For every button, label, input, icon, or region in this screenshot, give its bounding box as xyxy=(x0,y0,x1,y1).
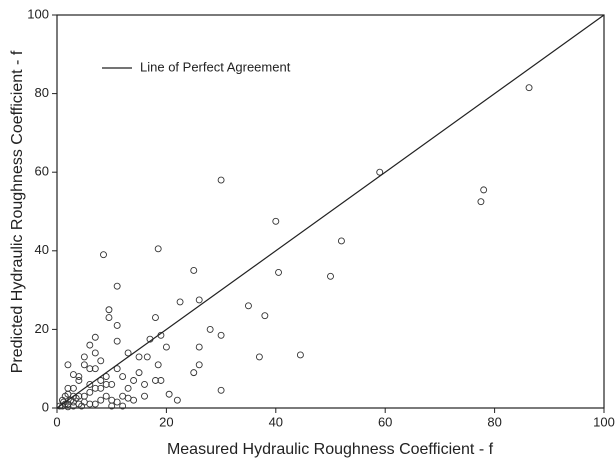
point xyxy=(91,365,99,373)
point xyxy=(525,84,533,92)
x-tick-label: 80 xyxy=(487,414,501,429)
point xyxy=(480,186,488,194)
point xyxy=(108,396,116,404)
point xyxy=(102,380,110,388)
point xyxy=(113,282,121,290)
point xyxy=(113,322,121,329)
x-tick-label: 40 xyxy=(269,414,283,429)
point xyxy=(157,377,165,384)
point xyxy=(108,402,116,410)
point xyxy=(102,392,110,400)
point xyxy=(105,306,113,314)
point xyxy=(176,298,184,306)
agreement-line xyxy=(56,14,605,409)
point xyxy=(119,392,127,400)
point xyxy=(113,365,121,373)
point xyxy=(113,337,121,345)
x-tick-label: 0 xyxy=(53,414,60,429)
point xyxy=(100,251,107,259)
point xyxy=(195,361,203,369)
point xyxy=(97,377,105,384)
point xyxy=(69,371,77,379)
point xyxy=(86,400,94,408)
point xyxy=(296,351,304,359)
point xyxy=(477,198,485,206)
point xyxy=(60,398,68,406)
point xyxy=(217,331,225,339)
point xyxy=(152,314,159,322)
point xyxy=(162,343,170,351)
point xyxy=(154,361,162,369)
plot-frame xyxy=(56,14,605,409)
point xyxy=(124,384,132,392)
point xyxy=(91,384,99,392)
point xyxy=(141,392,148,400)
point xyxy=(64,403,72,411)
point xyxy=(86,365,94,373)
point xyxy=(190,369,198,377)
point xyxy=(86,388,94,396)
y-tick-label: 20 xyxy=(35,321,49,336)
y-tick-label: 0 xyxy=(42,399,49,414)
point xyxy=(244,302,252,310)
point xyxy=(119,373,127,381)
point xyxy=(152,377,159,384)
point xyxy=(143,353,151,361)
point xyxy=(190,267,198,274)
point xyxy=(217,176,225,184)
point xyxy=(130,377,138,384)
point xyxy=(272,217,280,225)
point xyxy=(217,386,225,394)
point xyxy=(119,402,127,410)
point xyxy=(376,168,384,176)
x-tick-label: 60 xyxy=(378,414,392,429)
point xyxy=(97,396,105,404)
x-tick-label: 20 xyxy=(159,414,173,429)
point xyxy=(108,380,116,388)
point xyxy=(80,353,88,361)
point xyxy=(86,341,94,349)
point xyxy=(135,353,143,361)
point xyxy=(154,245,162,253)
y-tick-label: 100 xyxy=(27,6,49,21)
point xyxy=(327,272,334,280)
point xyxy=(195,343,203,351)
y-tick-label: 60 xyxy=(35,164,49,179)
point xyxy=(97,357,105,365)
point xyxy=(173,396,181,404)
point xyxy=(195,296,203,304)
x-tick-label: 100 xyxy=(593,414,615,429)
point xyxy=(75,377,83,384)
point xyxy=(86,380,94,388)
point xyxy=(135,369,143,377)
point xyxy=(91,333,99,341)
point xyxy=(337,237,345,245)
point xyxy=(91,400,99,408)
point xyxy=(105,314,113,322)
point xyxy=(165,390,173,398)
point xyxy=(69,384,77,392)
y-tick-label: 40 xyxy=(35,242,49,257)
legend-label: Line of Perfect Agreement xyxy=(140,59,291,74)
point xyxy=(124,349,132,357)
point xyxy=(102,373,110,381)
point xyxy=(80,361,88,369)
point xyxy=(78,402,86,410)
point xyxy=(255,353,263,361)
point xyxy=(69,402,77,410)
x-axis-label: Measured Hydraulic Roughness Coefficient… xyxy=(167,441,494,458)
point xyxy=(206,325,214,333)
point xyxy=(97,384,105,392)
y-axis-label: Predicted Hydraulic Roughness Coefficien… xyxy=(9,50,26,373)
point xyxy=(56,402,64,410)
point xyxy=(141,380,148,388)
point xyxy=(275,268,282,276)
point xyxy=(69,392,77,400)
y-tick-label: 80 xyxy=(35,85,49,100)
point xyxy=(64,361,72,369)
point xyxy=(261,312,269,320)
point xyxy=(91,349,99,357)
